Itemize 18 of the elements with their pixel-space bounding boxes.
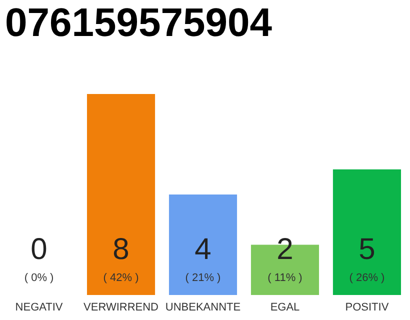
data-label: 0	[30, 233, 48, 266]
data-label: 8	[112, 233, 130, 266]
x-tick-label: NEGATIV	[15, 302, 64, 314]
annotation: ( 21% )	[185, 272, 221, 284]
annotation: ( 26% )	[349, 272, 385, 284]
x-tick-label: POSITIV	[345, 302, 390, 314]
x-tick-label: UNBEKANNTE	[165, 302, 241, 314]
data-label: 4	[194, 233, 212, 266]
x-tick-label: EGAL	[270, 302, 300, 314]
bar	[168, 194, 238, 295]
annotation: ( 42% )	[103, 272, 139, 284]
bar	[332, 169, 401, 295]
chart-title: 076159575904	[5, 1, 273, 45]
annotation: ( 11% )	[268, 272, 302, 284]
annotation: ( 0% )	[24, 272, 54, 284]
x-tick-label: VERWIRREND	[84, 302, 159, 314]
data-label: 5	[358, 233, 376, 266]
bar	[86, 94, 156, 295]
